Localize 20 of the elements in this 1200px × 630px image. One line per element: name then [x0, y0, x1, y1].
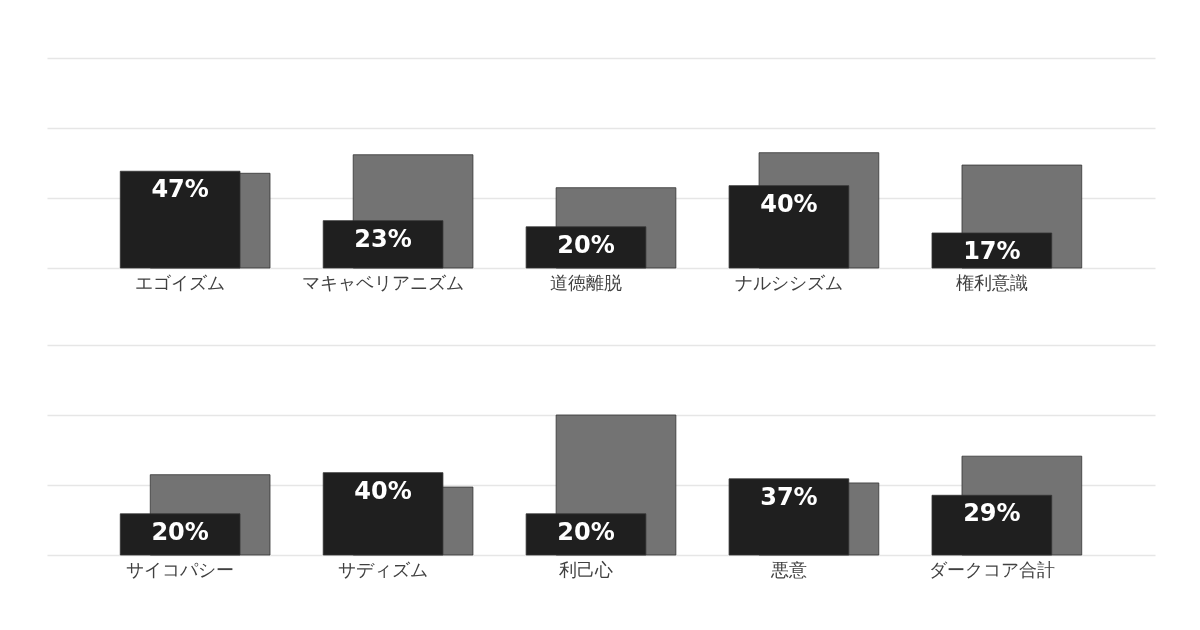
data-label: 29% [963, 499, 1021, 528]
data-label: 23% [354, 224, 412, 253]
data-label: 40% [760, 189, 818, 218]
data-label: 47% [151, 175, 209, 204]
data-label: 40% [354, 476, 412, 505]
data-label: 37% [760, 482, 818, 511]
x-tick-label: ナルシシズム [734, 271, 843, 293]
x-tick-label: サディズム [338, 558, 429, 580]
x-tick-label: 悪意 [769, 558, 807, 580]
x-tick-label: 利己心 [559, 558, 613, 580]
data-label: 20% [151, 517, 209, 546]
x-tick-label: 権利意識 [955, 271, 1028, 293]
data-label: 20% [557, 517, 615, 546]
x-tick-label: ダークコア合計 [928, 558, 1055, 580]
data-label: 20% [557, 230, 615, 259]
data-label: 17% [963, 237, 1021, 265]
x-tick-label: マキャベリアニズム [302, 271, 465, 293]
x-tick-label: エゴイズム [135, 271, 226, 293]
x-tick-label: 道徳離脱 [550, 271, 622, 293]
x-tick-label: サイコパシー [126, 558, 235, 580]
